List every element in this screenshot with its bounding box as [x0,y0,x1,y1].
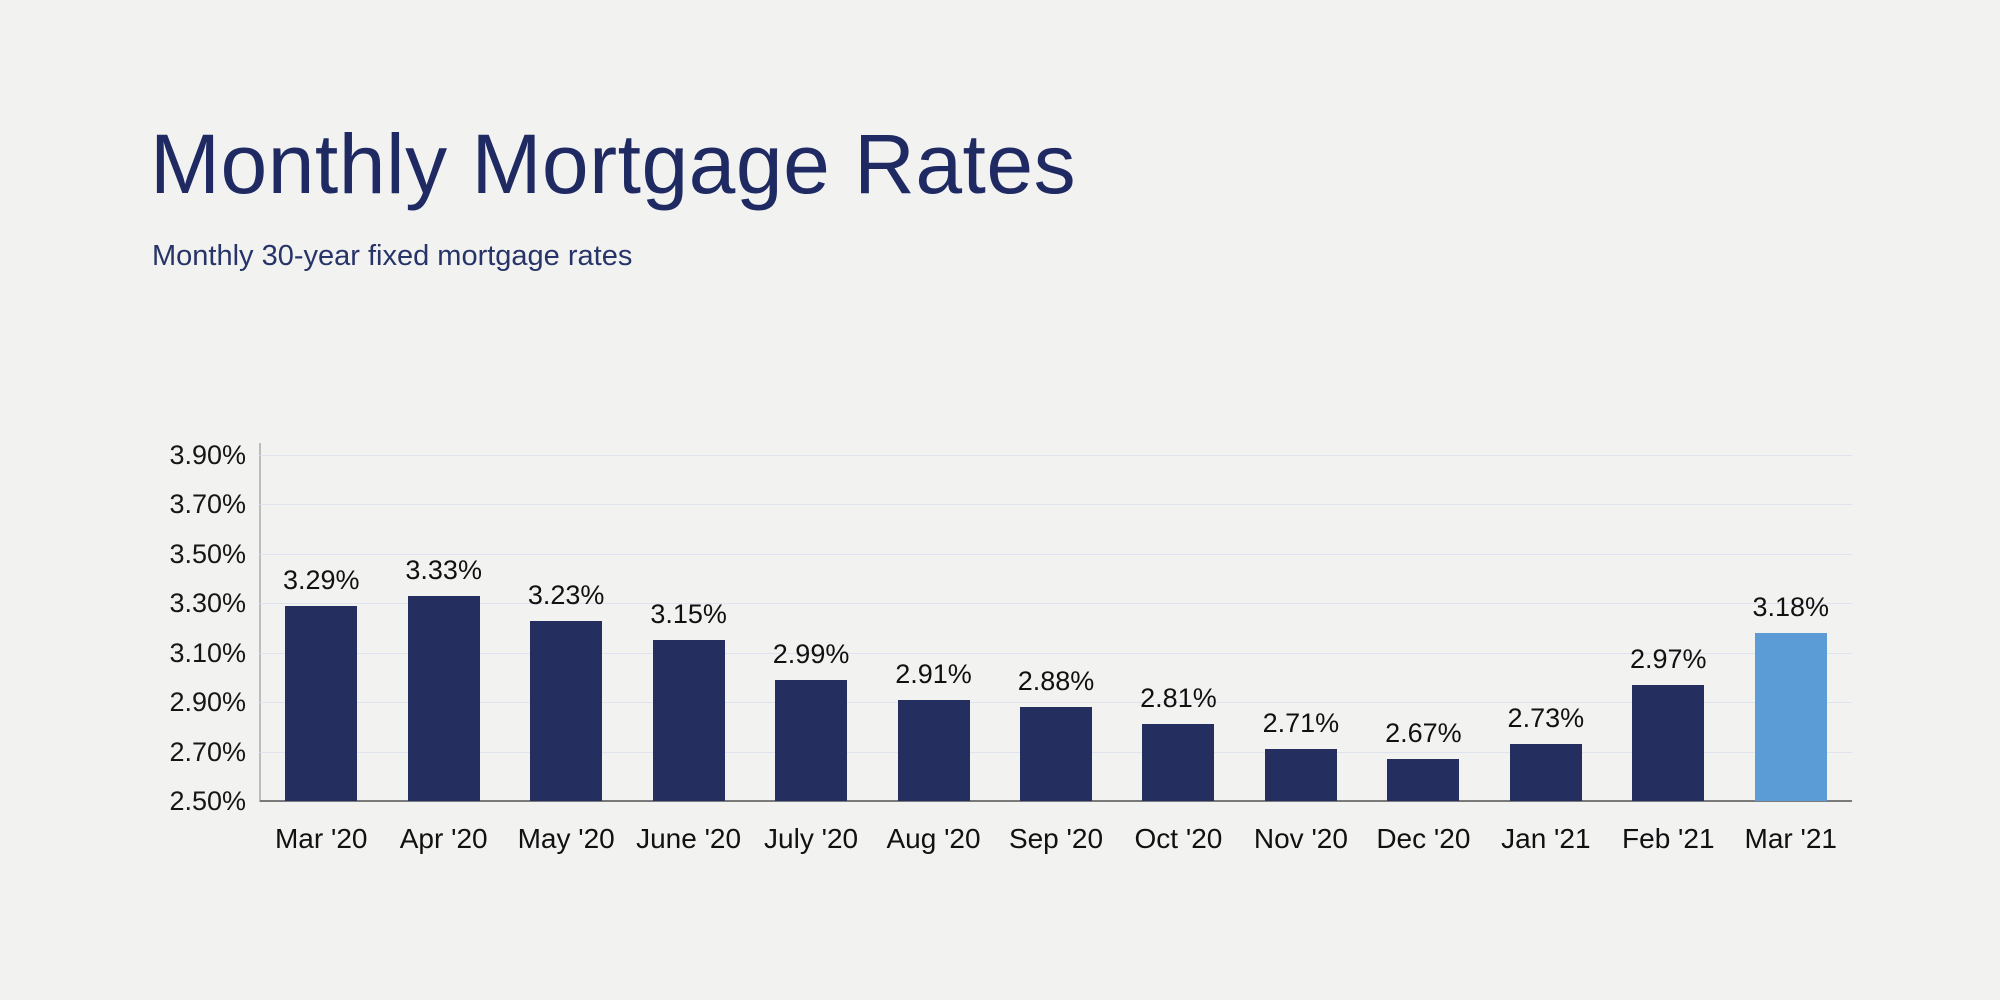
bar-slot: 2.73% [1485,455,1607,801]
gridline [260,553,1852,555]
x-tick-label: July '20 [764,823,859,854]
x-tick-label: Nov '20 [1253,823,1348,854]
y-tick-label: 3.30% [169,588,246,619]
x-tick-label: Apr '20 [399,823,488,854]
bar-value-label: 3.29% [282,564,360,595]
x-tick-label: June '20 [636,823,742,854]
bar-slot: 2.81% [1117,455,1239,801]
bar-slot: 3.15% [627,455,749,801]
bar [1142,724,1215,801]
bar [897,699,970,801]
bar-value-label: 2.91% [895,658,972,689]
bar-value-label: 2.99% [772,638,850,669]
gridline [260,603,1852,605]
bar-slot: 3.23% [505,455,627,801]
gridline [260,455,1852,456]
y-tick-label: 3.90% [169,440,246,470]
gridline [260,652,1852,654]
x-tick-label: Dec '20 [1376,823,1471,854]
x-tick-label: Jan '21 [1501,823,1591,854]
bar-value-label: 3.23% [527,579,605,610]
bar [285,605,358,801]
bar-value-label: 2.67% [1385,718,1462,748]
bar-value-label: 2.73% [1507,703,1585,734]
x-tick-label: Mar '20 [274,823,368,854]
y-axis-line [259,443,261,802]
y-tick-label: 3.70% [169,489,246,520]
x-tick-label: Oct '20 [1134,823,1223,854]
bar-value-label: 3.18% [1752,591,1830,622]
y-tick-label: 3.50% [169,538,246,569]
y-tick-label: 3.10% [169,637,246,668]
bar-slot: 3.29% [260,455,382,801]
bar-slot: 2.91% [872,455,994,801]
bar-value-label: 3.15% [650,599,727,630]
x-tick-label: May '20 [517,823,615,854]
bar [1019,707,1092,801]
bar [407,595,480,801]
gridline [260,702,1852,704]
bar-value-label: 2.97% [1630,643,1707,674]
bar-value-label: 2.88% [1017,666,1095,697]
x-axis-line [260,800,1852,802]
bar [1264,749,1337,801]
plot-area: 3.29% 3.33% 3.23% 3.15% 2.99% 2.91% 2.88% 2.81%… [260,455,1852,802]
chart-subtitle: Monthly 30-year fixed mortgage rates [152,240,633,272]
x-tick-label: Feb '21 [1622,823,1715,854]
gridline [260,504,1852,506]
chart-title: Monthly Mortgage Rates [150,117,1077,211]
bar [652,640,725,801]
x-tick-label: Mar '21 [1744,823,1838,854]
bar-value-label: 3.33% [405,554,482,585]
y-tick-label: 2.70% [169,736,246,767]
bar [1387,759,1460,801]
bar-value-label: 2.71% [1262,708,1340,739]
bar [1632,684,1705,801]
y-tick-label: 2.90% [169,687,246,718]
bar [1509,744,1582,801]
bar-slot: 2.67% [1362,455,1484,801]
bar-slot: 2.99% [750,455,872,801]
bar-slot: 3.18% [1730,455,1852,801]
bar-value-label: 2.81% [1140,683,1217,714]
bar [530,620,603,801]
bar-slot: 2.88% [995,455,1117,801]
bar [775,679,848,801]
bar-highlighted [1754,632,1827,801]
y-tick-label: 2.50% [169,786,246,816]
bar-slot: 3.33% [382,455,504,801]
x-tick-label: Sep '20 [1008,823,1104,854]
bar-slot: 2.97% [1607,455,1729,801]
bar-slot: 2.71% [1240,455,1362,801]
x-tick-label: Aug '20 [886,823,981,854]
